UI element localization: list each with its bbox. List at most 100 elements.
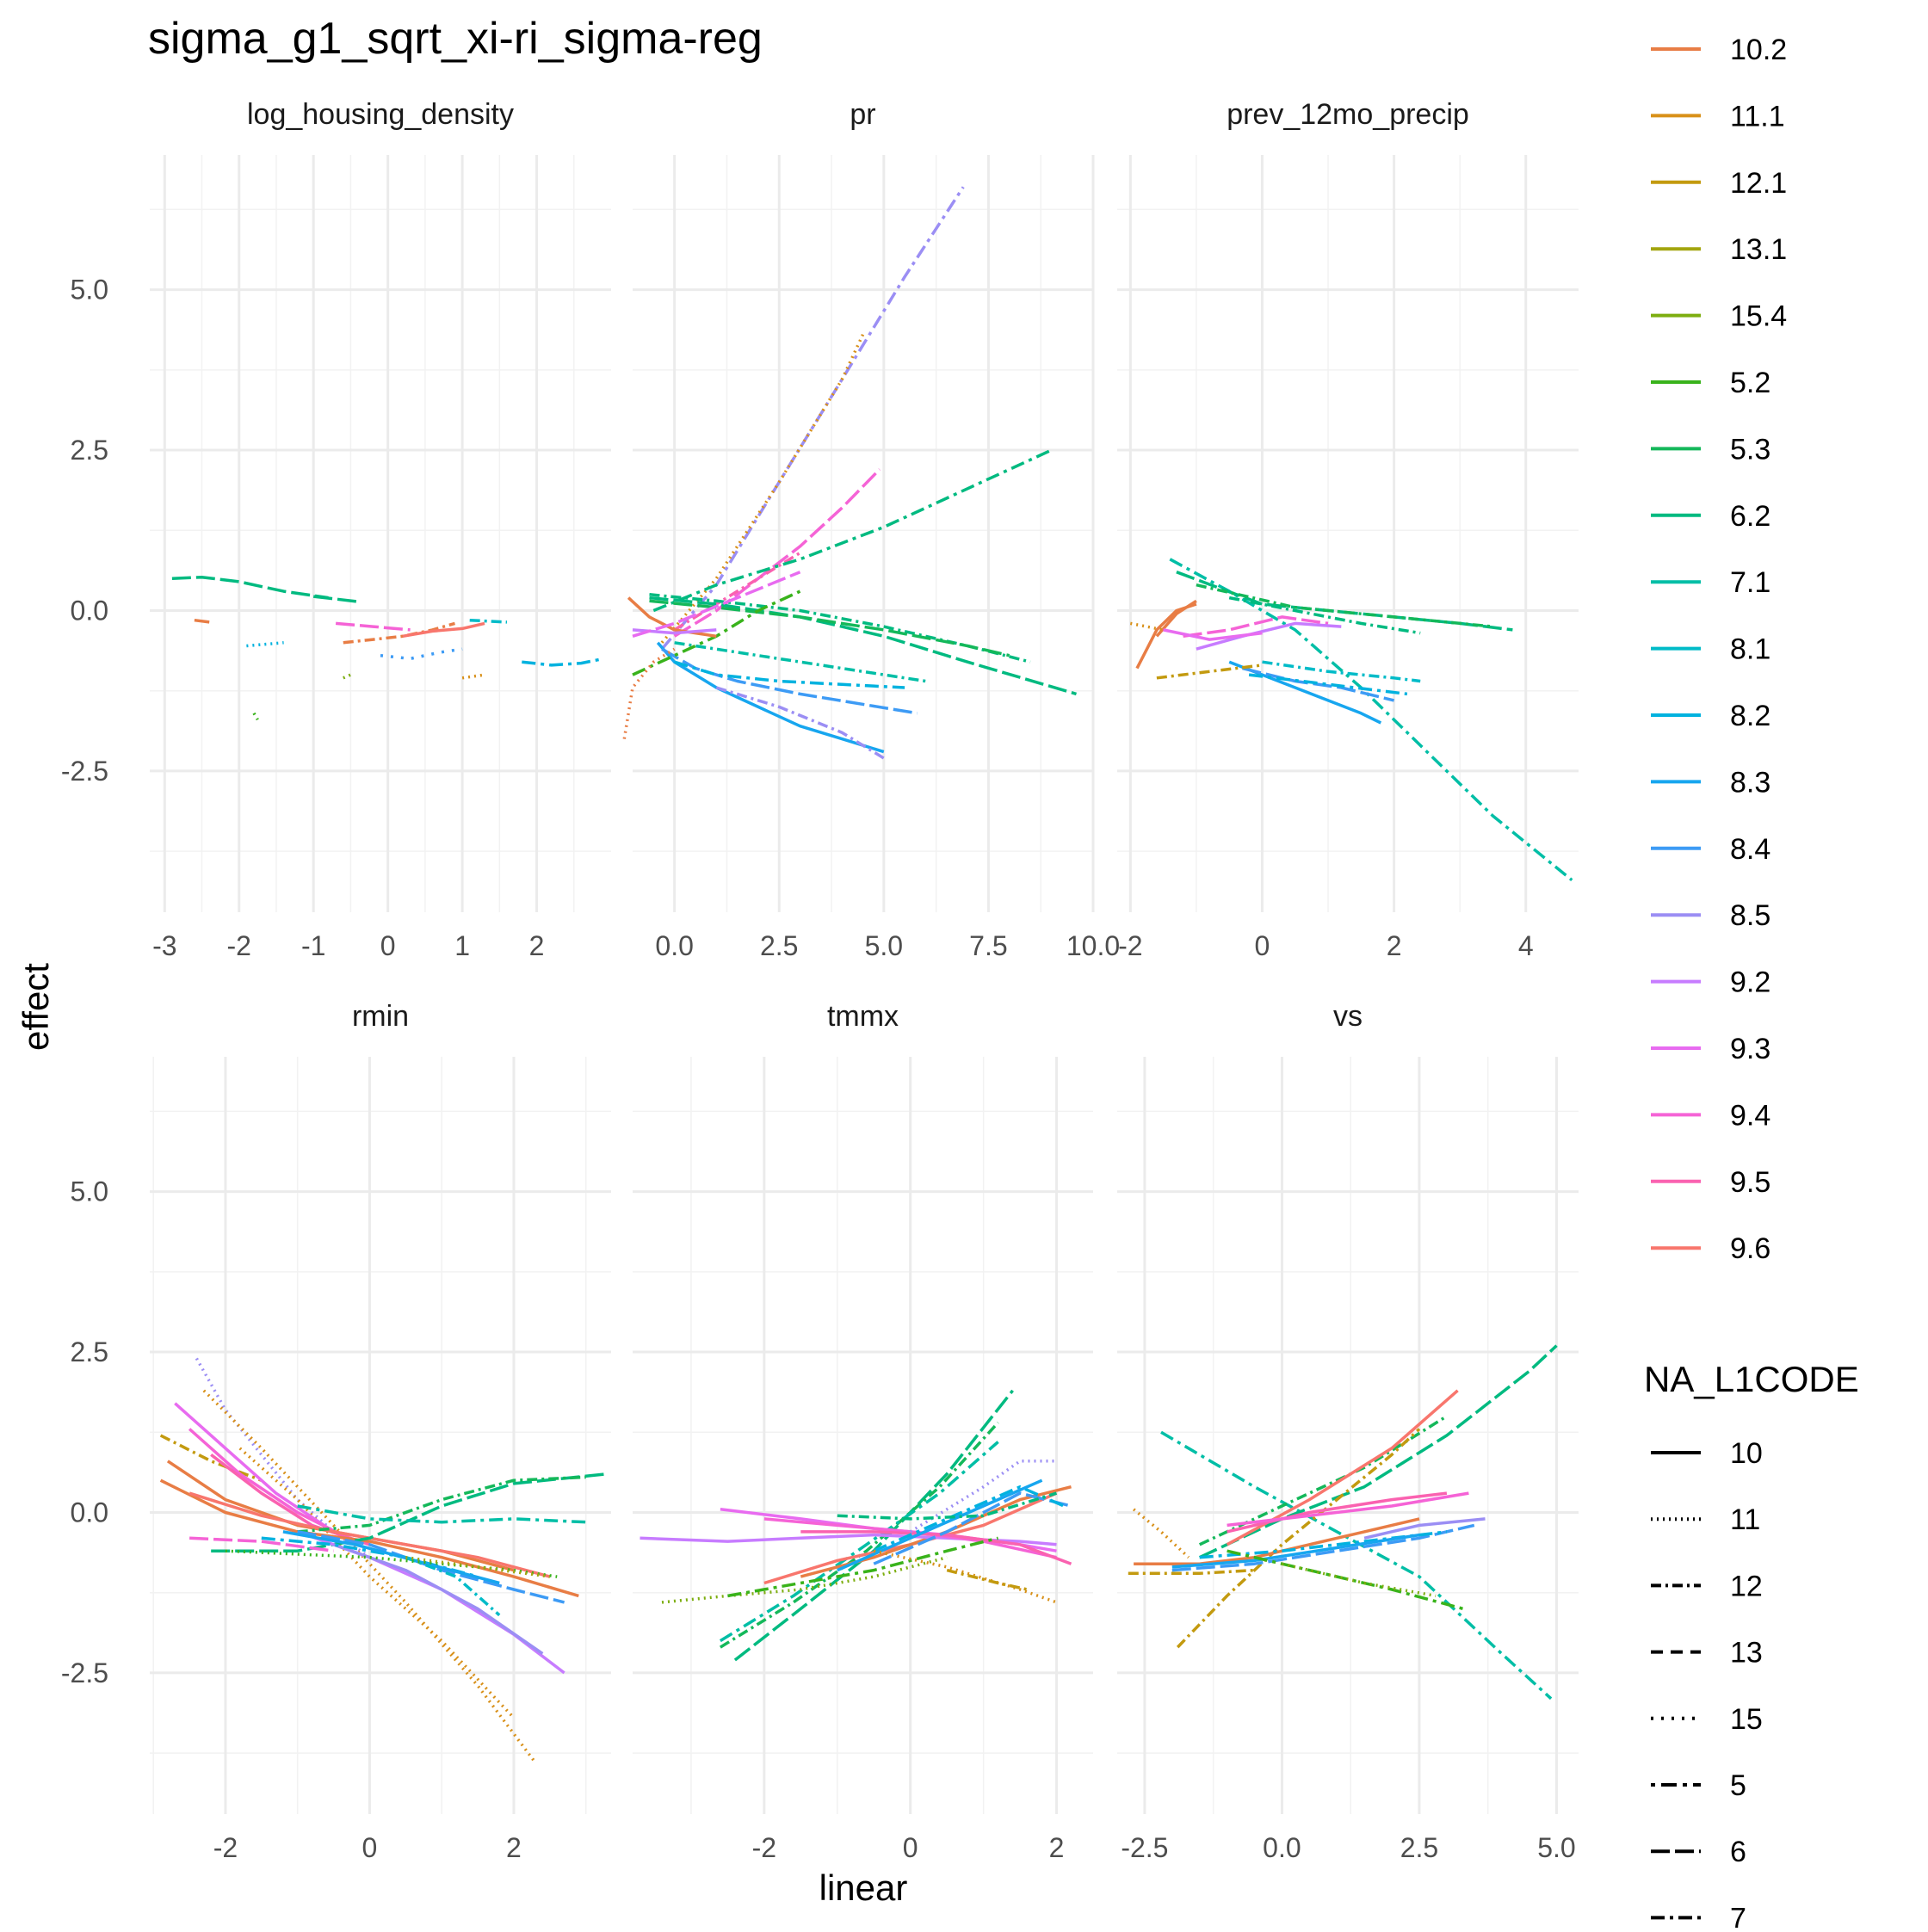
y-tick-label: 0.0 <box>71 595 108 626</box>
color-legend-label: 13.1 <box>1730 233 1787 266</box>
series-line <box>1160 1430 1553 1701</box>
linetype-legend-item: 11 <box>1651 1503 1760 1536</box>
series-line <box>719 1441 999 1643</box>
color-legend-label: 8.2 <box>1730 700 1770 732</box>
color-legend-item: 9.3 <box>1651 1033 1770 1065</box>
color-legend-item: 8.4 <box>1651 833 1770 866</box>
x-tick-label: 2.5 <box>760 930 798 961</box>
color-legend-label: 9.6 <box>1730 1232 1770 1265</box>
color-legend-label: 8.4 <box>1730 833 1770 866</box>
x-tick-label: 5.0 <box>865 930 903 961</box>
series-line <box>405 1555 551 1578</box>
color-legend-item: 15.4 <box>1651 300 1787 333</box>
series-line <box>674 660 905 689</box>
series-line <box>1132 1508 1190 1559</box>
series-line <box>1227 1491 1448 1534</box>
series-line <box>909 1460 1057 1534</box>
linetype-legend-item: 12 <box>1651 1570 1763 1602</box>
series-line <box>335 621 411 632</box>
facet-strip-label: tmmx <box>827 1000 899 1033</box>
x-tick-label: 2 <box>1049 1832 1065 1863</box>
panel-pr: pr 0.0 2.5 5.0 7.5 10.0 <box>622 98 1120 961</box>
series-line <box>837 1491 1058 1521</box>
series-line <box>1227 1491 1469 1528</box>
series-line <box>1196 583 1493 628</box>
color-legend-item: 5.3 <box>1651 433 1770 466</box>
color-legend-item: 5.2 <box>1651 367 1770 399</box>
linetype-legend-item: 7 <box>1651 1902 1746 1932</box>
series-line <box>1183 615 1329 639</box>
series-line <box>1171 1533 1420 1569</box>
series-line <box>873 1484 1065 1552</box>
series-line <box>800 1530 1072 1565</box>
x-tick-label: -2 <box>213 1832 238 1863</box>
series-line <box>1199 1530 1448 1559</box>
color-legend-item: 9.2 <box>1651 966 1770 999</box>
linetype-legend: 10 11 12 13 15 5 6 7 <box>1651 1437 1763 1932</box>
facet-strip-label: log_housing_density <box>247 98 514 131</box>
series-line <box>174 1402 335 1534</box>
series-line <box>632 571 801 638</box>
linetype-legend-item: 6 <box>1651 1836 1746 1868</box>
y-axis-label: effect <box>15 963 56 1051</box>
series-line <box>402 621 485 639</box>
linetype-legend-label: 10 <box>1730 1437 1763 1470</box>
series-line <box>649 599 1010 657</box>
series-line <box>1163 628 1263 641</box>
color-legend-item: 8.2 <box>1651 700 1770 732</box>
series-line <box>640 1533 1057 1546</box>
series-line <box>873 1549 1058 1604</box>
linetype-legend-title: NA_L1CODE <box>1644 1359 1859 1399</box>
linetype-legend-item: 5 <box>1651 1769 1746 1802</box>
series-line <box>1227 1549 1464 1611</box>
series-line <box>1262 660 1421 683</box>
x-tick-label: 0 <box>903 1832 918 1863</box>
series-line <box>627 596 717 639</box>
series-line <box>1155 599 1197 638</box>
series-line <box>159 1434 263 1482</box>
series-line <box>1128 1568 1255 1576</box>
series-line <box>715 686 885 760</box>
color-legend-label: 10.2 <box>1730 34 1787 66</box>
color-legend-item: 8.5 <box>1651 899 1770 932</box>
x-tick-label: 0.0 <box>1263 1832 1301 1863</box>
y-tick-label: 2.5 <box>71 435 108 466</box>
series-line <box>1171 1523 1475 1572</box>
linetype-legend-item: 10 <box>1651 1437 1763 1470</box>
series-line <box>333 1543 544 1656</box>
facet-strip-label: pr <box>850 98 875 131</box>
series-line <box>246 641 284 648</box>
series-line <box>652 448 1053 613</box>
series-line <box>1198 1344 1558 1559</box>
series-line <box>1134 1517 1420 1565</box>
x-tick-label: 0.0 <box>655 930 693 961</box>
linetype-legend-label: 13 <box>1730 1637 1763 1670</box>
color-legend-item: 7.1 <box>1651 566 1770 599</box>
series-line <box>661 1556 948 1604</box>
x-tick-label: 1 <box>454 930 470 961</box>
series-line <box>159 1478 579 1598</box>
x-axis-label: linear <box>819 1867 908 1908</box>
linetype-legend-label: 15 <box>1730 1703 1763 1736</box>
x-tick-label: 2 <box>506 1832 522 1863</box>
linetype-legend-item: 13 <box>1651 1637 1763 1670</box>
x-tick-label: -2 <box>752 1832 776 1863</box>
series-line <box>188 1428 349 1540</box>
panel-vs: vs -2.5 0.0 2.5 5.0 <box>1117 1000 1579 1863</box>
color-legend-label: 5.2 <box>1730 367 1770 399</box>
series-line <box>1242 666 1395 702</box>
x-tick-label: 4 <box>1518 930 1534 961</box>
x-tick-label: 0 <box>380 930 396 961</box>
x-tick-label: 2 <box>529 930 545 961</box>
color-legend-label: 11.1 <box>1730 100 1785 133</box>
color-legend: 10.2 11.1 12.1 13.1 15.4 5.2 5.3 6.2 7.1 8.1 8.2 8.… <box>1651 34 1787 1265</box>
series-line <box>211 1472 608 1552</box>
series-line <box>946 1568 1028 1591</box>
series-line <box>660 334 865 644</box>
facet-strip-label: vs <box>1333 1000 1363 1033</box>
series-line <box>622 647 676 739</box>
facet-strip-label: rmin <box>352 1000 409 1033</box>
color-legend-label: 9.2 <box>1730 966 1770 999</box>
y-tick-label: 5.0 <box>71 275 108 306</box>
